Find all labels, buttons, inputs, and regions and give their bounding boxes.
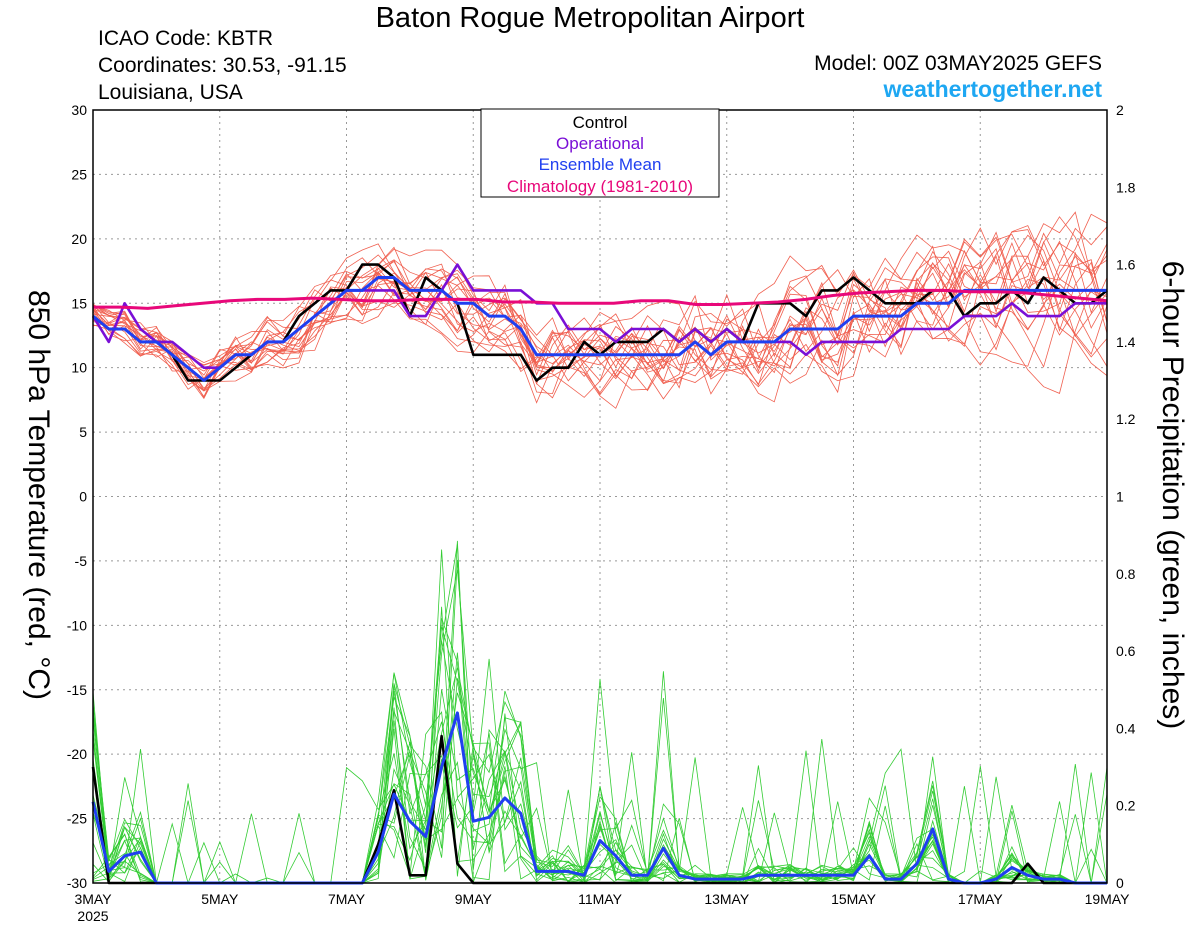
y-tick-left: 20 xyxy=(71,231,87,247)
y-tick-right: 0.4 xyxy=(1116,720,1136,736)
location: Louisiana, USA xyxy=(98,81,243,104)
x-year-label: 2025 xyxy=(77,908,108,924)
precip-member-line xyxy=(92,543,1108,884)
y-tick-left: 15 xyxy=(71,295,87,311)
y-tick-right: 0.8 xyxy=(1116,566,1136,582)
y-tick-left: -15 xyxy=(67,682,87,698)
y-tick-left: 25 xyxy=(71,166,87,182)
temp-member-line xyxy=(92,213,1108,375)
y-tick-left: -25 xyxy=(67,811,87,827)
temp-member-line xyxy=(92,229,1108,399)
temp-member-line xyxy=(92,231,1108,384)
legend-box xyxy=(480,108,720,198)
y-tick-left: -5 xyxy=(75,553,88,569)
temp-member-line xyxy=(92,243,1108,380)
legend: Control Operational Ensemble Mean Climat… xyxy=(480,108,720,198)
y-tick-right: 0.2 xyxy=(1116,798,1136,814)
x-tick-label: 5MAY xyxy=(201,891,239,907)
x-tick-label: 15MAY xyxy=(831,891,877,907)
y-tick-left: -30 xyxy=(67,875,87,891)
x-tick-label: 9MAY xyxy=(455,891,493,907)
y-tick-left: 10 xyxy=(71,360,87,376)
chart-title: Baton Rogue Metropolitan Airport xyxy=(375,2,805,34)
x-tick-label: 13MAY xyxy=(704,891,750,907)
y-tick-left: -10 xyxy=(67,617,87,633)
temp-member-line xyxy=(92,246,1108,398)
precip-member-line xyxy=(92,606,1108,884)
site-link[interactable]: weathertogether.net xyxy=(883,76,1102,102)
x-tick-label: 7MAY xyxy=(328,891,366,907)
y-tick-left: -20 xyxy=(67,746,87,762)
series-climatology-1981-2010--temperature xyxy=(93,288,1108,310)
y-tick-right: 2 xyxy=(1116,102,1124,118)
series-ensemble-mean-temperature xyxy=(92,276,1107,382)
y-tick-left: 5 xyxy=(79,424,87,440)
grid xyxy=(93,109,1107,884)
temp-member-line xyxy=(92,240,1108,392)
y-tick-right: 0 xyxy=(1116,875,1124,891)
icao-code: ICAO Code: KBTR xyxy=(98,27,274,50)
coordinates: Coordinates: 30.53, -91.15 xyxy=(98,54,347,77)
temp-member-line xyxy=(92,211,1108,400)
y-tick-right: 1 xyxy=(1116,489,1124,505)
y-tick-right: 1.6 xyxy=(1116,257,1136,273)
legend-operational: Operational xyxy=(556,134,644,153)
model-run: Model: 00Z 03MAY2025 GEFS xyxy=(814,52,1102,75)
x-tick-label: 3MAY xyxy=(74,891,112,907)
y-tick-left: 0 xyxy=(79,489,87,505)
y-tick-right: 0.6 xyxy=(1116,643,1136,659)
x-tick-label: 17MAY xyxy=(958,891,1004,907)
temp-member-line xyxy=(92,259,1108,398)
y-tick-right: 1.4 xyxy=(1116,334,1136,350)
legend-climatology: Climatology (1981-2010) xyxy=(507,177,693,196)
precip-member-line xyxy=(92,640,1107,884)
x-tick-label: 19MAY xyxy=(1085,891,1131,907)
precip-member-line xyxy=(92,721,1107,884)
temp-member-line xyxy=(92,234,1108,394)
y-tick-right: 1.8 xyxy=(1116,179,1136,195)
ensemble-members xyxy=(92,211,1108,885)
x-tick-label: 11MAY xyxy=(578,891,622,907)
legend-ensemble-mean: Ensemble Mean xyxy=(539,155,662,174)
legend-control: Control xyxy=(573,113,628,132)
y-tick-right: 1.2 xyxy=(1116,411,1136,427)
axes: 302520151050-5-10-15-20-25-3021.81.61.41… xyxy=(67,102,1136,924)
temp-member-line xyxy=(92,216,1108,385)
y-tick-left: 30 xyxy=(71,102,87,118)
